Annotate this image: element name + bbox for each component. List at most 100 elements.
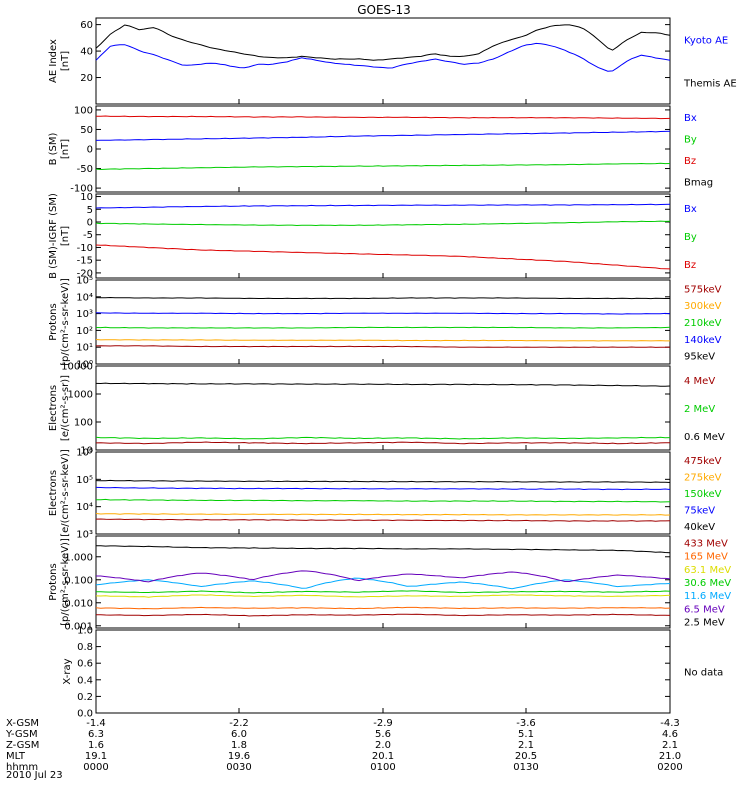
legend-entry: Themis AE bbox=[683, 79, 737, 90]
y-tick-label: 0.6 bbox=[77, 659, 93, 670]
y-tick-label: 10³ bbox=[76, 530, 93, 541]
series-line-275kev bbox=[95, 513, 671, 516]
y-tick-label: -20 bbox=[77, 268, 93, 279]
ephemeris-value: 0100 bbox=[370, 762, 395, 773]
ephemeris-value: -3.6 bbox=[516, 718, 536, 729]
y-tick-label: 0.001 bbox=[64, 621, 93, 632]
y-tick-label: 10⁴ bbox=[76, 292, 93, 303]
y-tick-label: 10³ bbox=[76, 309, 93, 320]
series-line-40kev bbox=[95, 479, 671, 483]
y-tick-label: -10 bbox=[77, 243, 93, 254]
legend-entry: Bmag bbox=[684, 177, 713, 188]
ephemeris-value: 2.1 bbox=[662, 740, 678, 751]
y-axis-label: AE Index[nT] bbox=[48, 39, 71, 83]
panel-frame bbox=[95, 629, 671, 714]
legend-entry: Bz bbox=[684, 156, 696, 167]
y-tick-label: 10 bbox=[80, 192, 93, 203]
series-line-300kev bbox=[95, 339, 670, 342]
y-tick-label: 10⁶ bbox=[76, 448, 93, 459]
series-line-75kev bbox=[95, 486, 671, 491]
panel-3: -20-15 -10 -50 5 10 B (SM)-IGRF (SM)[nT] Bx By B… bbox=[48, 192, 697, 279]
ephemeris-value: -2.2 bbox=[229, 718, 249, 729]
y-tick-label: 10² bbox=[76, 326, 93, 337]
series-line-bz bbox=[95, 244, 671, 270]
y-tick-label: -5 bbox=[83, 230, 93, 241]
y-tick-label: 10⁵ bbox=[76, 475, 93, 486]
legend-entry: 75keV bbox=[684, 505, 715, 516]
legend-entry: 575keV bbox=[684, 284, 722, 295]
panel-6: 10³ 10⁴ 10⁵ 10⁶ Electrons[e/(cm²-s-sr-keV)] 4… bbox=[48, 448, 722, 541]
series-line-4-mev bbox=[95, 441, 671, 445]
legend-entry: 4 MeV bbox=[684, 376, 715, 387]
panel-frame bbox=[95, 17, 671, 105]
legend-entry: 140keV bbox=[684, 335, 722, 346]
legend-entry: 210keV bbox=[684, 318, 722, 329]
legend-entry: Bx bbox=[684, 204, 697, 215]
legend-entry: 30.6 MeV bbox=[684, 578, 731, 589]
legend-entry: 150keV bbox=[684, 489, 722, 500]
legend-entry: 475keV bbox=[684, 456, 722, 467]
ephemeris-value: 0030 bbox=[226, 762, 251, 773]
legend-entry: 2 MeV bbox=[684, 404, 715, 415]
y-tick-label: 0.010 bbox=[64, 598, 93, 609]
ephemeris-value: 0000 bbox=[83, 762, 108, 773]
y-tick-label: 10¹ bbox=[76, 343, 93, 354]
panel-4: 10⁰ 10¹ 10² 10³ 10⁴ 10⁵ Protons[p/(cm²-s-sr-ke… bbox=[48, 276, 722, 371]
y-tick-label: 10⁵ bbox=[76, 276, 93, 287]
ephemeris-block: X-GSM -1.4 -2.2 -2.9 -3.6 -4.3 Y-GSM 6.3 6.0 5.6 5… bbox=[5, 718, 683, 773]
ephemeris-value: 4.6 bbox=[662, 729, 678, 740]
y-tick-label: 0 bbox=[87, 145, 93, 156]
panel-7: 0.001 0.010 0.100 1.000Protons[p/(cm²-s-sr-… bbox=[48, 535, 731, 632]
panel-frame bbox=[95, 451, 671, 535]
y-tick-label: 0.100 bbox=[64, 575, 93, 586]
y-tick-label: -100 bbox=[70, 184, 93, 195]
panel-5: 10 100 1000 10000 Electrons[e/(cm²-s-sr)] 4 M… bbox=[48, 362, 725, 457]
panel-frame bbox=[95, 279, 671, 365]
ephemeris-value: 0200 bbox=[657, 762, 682, 773]
y-tick-label: 0.0 bbox=[77, 709, 93, 720]
date-label: 2010 Jul 23 bbox=[6, 770, 63, 781]
ephemeris-row-label: hhmm bbox=[6, 762, 38, 773]
plot-title: GOES-13 bbox=[357, 3, 411, 17]
y-axis-label: Protons[p/(cm²-s-sr-keV)] bbox=[48, 538, 71, 626]
panel-1: 20 40 60 AE Index[nT] Kyoto AE Themis AE bbox=[48, 17, 737, 105]
legend-entry: 300keV bbox=[684, 301, 722, 312]
ephemeris-value: 2.0 bbox=[375, 740, 391, 751]
ephemeris-value: 19.6 bbox=[228, 751, 250, 762]
series-line-575kev bbox=[95, 345, 671, 348]
y-tick-label: -50 bbox=[77, 164, 93, 175]
legend-entry: 6.5 MeV bbox=[684, 604, 725, 615]
y-tick-label: 0.8 bbox=[77, 642, 93, 653]
legend-entry: 165 MeV bbox=[684, 552, 728, 563]
y-axis-label: Electrons[e/(cm²-s-sr-keV)] bbox=[48, 449, 71, 537]
ephemeris-row-label: Z-GSM bbox=[6, 740, 39, 751]
legend-entry: 433 MeV bbox=[684, 539, 728, 550]
ephemeris-value: 5.1 bbox=[518, 729, 534, 740]
series-line-bz bbox=[95, 115, 671, 120]
ephemeris-value: 5.6 bbox=[375, 729, 391, 740]
legend-entry: 11.6 MeV bbox=[684, 591, 731, 602]
series-line-165-mev bbox=[95, 606, 671, 610]
series-line-210kev bbox=[95, 326, 671, 329]
y-tick-label: 50 bbox=[80, 125, 93, 136]
series-line-themis-ae bbox=[95, 24, 671, 61]
y-tick-label: 1.000 bbox=[64, 552, 93, 563]
y-tick-label: 10000 bbox=[61, 362, 93, 373]
y-tick-label: 20 bbox=[80, 73, 93, 84]
y-tick-label: 5 bbox=[87, 205, 93, 216]
ephemeris-row-label: Y-GSM bbox=[5, 729, 38, 740]
y-axis-label: B (SM)-IGRF (SM)[nT] bbox=[48, 193, 71, 279]
legend-entry: Bx bbox=[684, 113, 697, 124]
legend-entry: 63.1 MeV bbox=[684, 565, 731, 576]
y-tick-label: 10⁴ bbox=[76, 502, 93, 513]
ephemeris-row-label: MLT bbox=[6, 751, 26, 762]
y-tick-label: 60 bbox=[80, 20, 93, 31]
y-tick-label: 10⁰ bbox=[76, 360, 93, 371]
ephemeris-value: 19.1 bbox=[85, 751, 107, 762]
y-axis-label: Protons[p/(cm²-s-sr-keV)] bbox=[48, 278, 71, 366]
series-line-475kev bbox=[95, 518, 671, 522]
legend-entry: Kyoto AE bbox=[684, 36, 728, 47]
series-line-95kev bbox=[95, 296, 670, 300]
ephemeris-value: -4.3 bbox=[660, 718, 680, 729]
